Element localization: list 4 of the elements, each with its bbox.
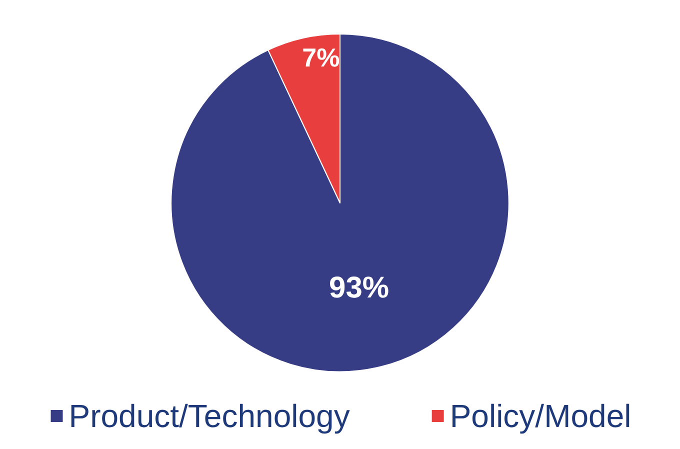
legend-label: Policy/Model bbox=[450, 398, 632, 434]
data-label: 7% bbox=[302, 42, 340, 73]
data-label: 93% bbox=[329, 272, 390, 305]
legend-label: Product/Technology bbox=[68, 398, 350, 434]
